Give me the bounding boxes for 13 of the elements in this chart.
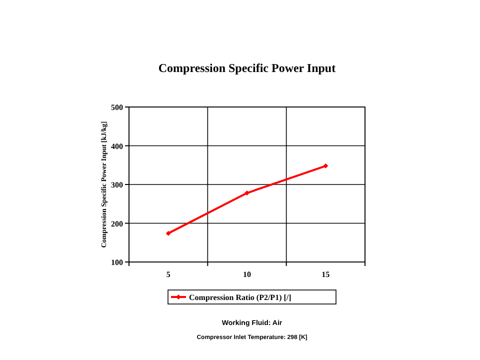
y-tick-label: 500 <box>111 103 123 112</box>
chart-title: Compression Specific Power Input <box>158 61 336 75</box>
point <box>323 163 328 168</box>
x-tick-label: 10 <box>243 270 251 279</box>
x-tick-label: 15 <box>322 270 330 279</box>
y-tick-label: 300 <box>111 180 123 190</box>
y-tick-label: 200 <box>111 219 123 228</box>
y-tick-label: 400 <box>111 142 123 151</box>
legend-label: Compression Ratio (P2/P1) [/] <box>189 293 292 302</box>
point <box>166 230 171 236</box>
x-tick-label: 5 <box>166 270 170 279</box>
point <box>244 190 250 196</box>
y-tick-label: 100 <box>111 258 123 267</box>
